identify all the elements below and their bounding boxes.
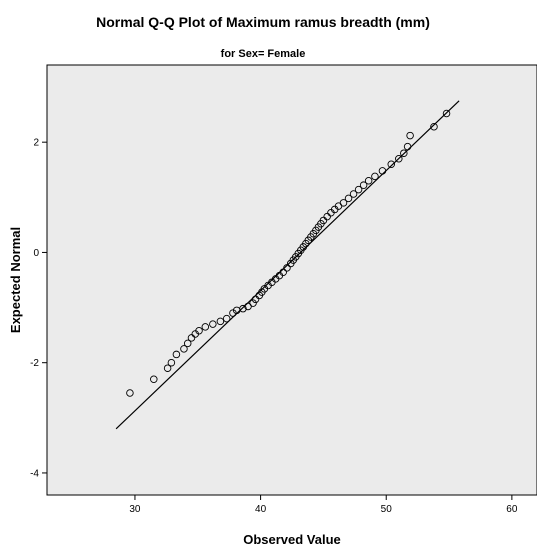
data-point <box>126 389 134 397</box>
data-point <box>239 304 247 313</box>
data-point <box>201 323 210 331</box>
data-point <box>163 364 172 372</box>
data-point <box>403 142 412 151</box>
data-point <box>319 216 328 225</box>
y-axis-label: Expected Normal <box>8 227 23 333</box>
x-axis-label: Observed Value <box>243 532 341 547</box>
data-point <box>371 172 379 181</box>
data-point <box>150 375 158 383</box>
data-point <box>378 167 387 175</box>
y-axis-ticks: 2 0 -2 -4 <box>30 138 47 479</box>
x-tick-label: 50 <box>381 504 393 515</box>
data-point <box>187 334 196 342</box>
y-tick-label: 2 <box>33 138 39 149</box>
plot-area <box>46 64 537 496</box>
data-point <box>359 181 368 189</box>
data-point <box>180 345 188 353</box>
data-point <box>442 109 451 118</box>
data-point <box>406 131 414 140</box>
data-point <box>216 317 225 326</box>
data-point <box>395 154 403 163</box>
data-point <box>229 309 237 317</box>
data-point <box>283 264 291 272</box>
y-tick-label: -2 <box>30 358 39 369</box>
chart-title: Normal Q-Q Plot of Maximum ramus breadth… <box>96 14 430 30</box>
data-point <box>354 185 363 194</box>
data-point <box>249 299 257 307</box>
data-point <box>183 339 192 348</box>
data-point <box>222 314 231 323</box>
data-point <box>172 350 181 359</box>
data-point <box>339 199 348 207</box>
x-tick-label: 30 <box>129 504 141 515</box>
data-point <box>344 194 353 203</box>
x-axis-ticks: 30 40 50 60 <box>129 495 518 515</box>
x-tick-label: 60 <box>506 504 518 515</box>
y-tick-label: 0 <box>33 248 39 259</box>
data-point <box>400 149 408 157</box>
data-point <box>323 212 331 221</box>
data-point <box>387 160 396 168</box>
chart-subtitle: for Sex= Female <box>221 48 306 60</box>
y-tick-label: -4 <box>30 468 39 479</box>
x-tick-label: 40 <box>255 504 267 515</box>
data-point <box>279 268 287 277</box>
data-point <box>349 190 358 198</box>
data-point <box>209 320 217 328</box>
data-point <box>167 358 176 367</box>
data-point <box>364 177 373 185</box>
data-points <box>126 109 451 397</box>
data-point <box>195 326 203 335</box>
data-point <box>430 122 438 131</box>
data-point <box>251 295 260 304</box>
